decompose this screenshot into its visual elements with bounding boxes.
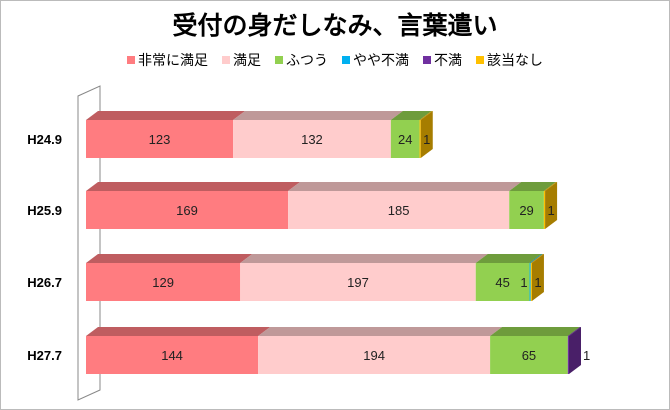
category-label: H24.9 bbox=[27, 132, 62, 147]
legend-item: 非常に満足 bbox=[127, 50, 208, 70]
bar-segment bbox=[509, 191, 544, 229]
bar-top-face bbox=[86, 111, 246, 120]
bar-top-face bbox=[240, 254, 488, 263]
data-label: 132 bbox=[301, 132, 323, 147]
legend-item: 該当なし bbox=[476, 50, 543, 70]
legend-label: 満足 bbox=[233, 53, 261, 69]
legend-label: 非常に満足 bbox=[138, 53, 208, 69]
data-label: 197 bbox=[347, 275, 369, 290]
legend-swatch bbox=[222, 56, 230, 64]
bar-top-face bbox=[233, 111, 403, 120]
back-wall bbox=[77, 85, 101, 401]
data-label: 45 bbox=[495, 275, 509, 290]
bar-top-face bbox=[86, 327, 271, 336]
bar-segment bbox=[86, 336, 259, 374]
bar-top-face bbox=[86, 182, 301, 191]
legend-item: ふつう bbox=[275, 50, 328, 70]
data-label: 129 bbox=[152, 275, 174, 290]
legend-label: やや不満 bbox=[353, 53, 409, 69]
data-label: 169 bbox=[176, 203, 198, 218]
bar-top-face bbox=[475, 254, 542, 263]
data-label: 1 bbox=[534, 275, 541, 290]
bar-top-face bbox=[258, 327, 503, 336]
bar-top-face bbox=[288, 182, 522, 191]
bar-segment bbox=[567, 336, 569, 374]
bar-segment bbox=[419, 120, 421, 158]
data-label: 194 bbox=[363, 348, 385, 363]
bar-side-face bbox=[531, 254, 544, 301]
bar-segment bbox=[288, 191, 510, 229]
bar-top-face bbox=[529, 254, 543, 263]
bar-segment bbox=[530, 263, 532, 301]
bar-top-face bbox=[86, 254, 253, 263]
bar-segment bbox=[86, 263, 241, 301]
bar-top-face bbox=[419, 111, 433, 120]
bar-segment bbox=[233, 120, 391, 158]
data-label: 123 bbox=[149, 132, 171, 147]
bar-segment bbox=[86, 120, 234, 158]
bar-top-face bbox=[543, 182, 558, 191]
legend-label: ふつう bbox=[286, 53, 328, 69]
data-label: 29 bbox=[519, 203, 533, 218]
bar-top-face bbox=[530, 254, 544, 263]
bar-segment bbox=[543, 191, 546, 229]
data-label: 1 bbox=[423, 132, 430, 147]
legend-item: 満足 bbox=[222, 50, 261, 70]
data-label: 1 bbox=[583, 348, 590, 363]
legend: 非常に満足 満足 ふつう やや不満 不満 該当なし bbox=[0, 50, 670, 70]
legend-swatch bbox=[423, 56, 431, 64]
chart-title: 受付の身だしなみ、言葉遣い bbox=[172, 11, 498, 40]
legend-item: 不満 bbox=[423, 50, 462, 70]
bar-segment bbox=[390, 120, 420, 158]
data-label: 24 bbox=[398, 132, 412, 147]
bar-segment bbox=[86, 191, 289, 229]
data-label: 185 bbox=[388, 203, 410, 218]
legend-item: やや不満 bbox=[342, 50, 409, 70]
category-label: H27.7 bbox=[27, 348, 62, 363]
bar-segment bbox=[475, 263, 530, 301]
bar-segment bbox=[529, 263, 531, 301]
bar-segment bbox=[240, 263, 476, 301]
bar-side-face bbox=[569, 327, 581, 374]
bar-top-face bbox=[490, 327, 580, 336]
bar-side-face bbox=[545, 182, 558, 229]
legend-swatch bbox=[476, 56, 484, 64]
bar-side-face bbox=[420, 111, 433, 158]
bar-top-face bbox=[509, 182, 556, 191]
bar-top-face bbox=[567, 327, 581, 336]
bar-top-face bbox=[390, 111, 432, 120]
data-label: 1 bbox=[547, 203, 554, 218]
legend-label: 該当なし bbox=[487, 53, 543, 69]
legend-swatch bbox=[275, 56, 283, 64]
bar-segment bbox=[258, 336, 491, 374]
category-label: H26.7 bbox=[27, 275, 62, 290]
data-label: 1 bbox=[520, 275, 527, 290]
legend-swatch bbox=[127, 56, 135, 64]
category-label: H25.9 bbox=[27, 203, 62, 218]
data-label: 144 bbox=[161, 348, 183, 363]
data-label: 65 bbox=[522, 348, 536, 363]
bar-segment bbox=[490, 336, 568, 374]
legend-label: 不満 bbox=[434, 53, 462, 69]
legend-swatch bbox=[342, 56, 350, 64]
